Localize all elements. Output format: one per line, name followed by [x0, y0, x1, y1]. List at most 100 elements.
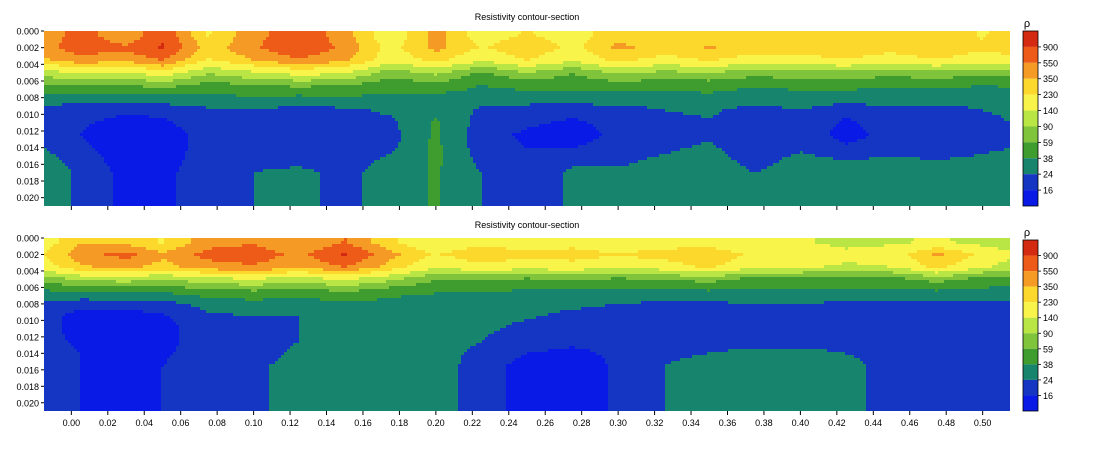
contour-cell	[317, 61, 320, 64]
contour-cell	[326, 67, 329, 70]
contour-cell	[962, 37, 965, 40]
contour-cell	[1004, 55, 1007, 58]
contour-cell	[944, 37, 947, 40]
contour-cell	[398, 46, 401, 49]
contour-cell	[65, 40, 68, 43]
contour-cell	[146, 52, 149, 55]
contour-cell	[62, 40, 65, 43]
contour-cell	[122, 67, 125, 70]
contour-cell	[500, 52, 503, 55]
contour-cell	[434, 76, 437, 79]
contour-cell	[221, 43, 224, 46]
contour-cell	[215, 55, 218, 58]
contour-cell	[578, 40, 581, 43]
contour-cell	[719, 73, 722, 76]
contour-cell	[47, 34, 50, 37]
contour-cell	[854, 46, 857, 49]
contour-cell	[851, 55, 854, 58]
contour-cell	[662, 37, 665, 40]
contour-cell	[506, 61, 509, 64]
contour-cell	[842, 34, 845, 37]
contour-cell	[710, 55, 713, 58]
contour-cell	[200, 43, 203, 46]
contour-cell	[110, 58, 113, 61]
contour-cell	[680, 46, 683, 49]
contour-cell	[968, 64, 971, 67]
contour-cell	[899, 67, 902, 70]
contour-cell	[221, 31, 224, 34]
contour-cell	[473, 31, 476, 34]
contour-cell	[521, 34, 524, 37]
contour-cell	[629, 37, 632, 40]
contour-cell	[818, 61, 821, 64]
contour-cell	[725, 73, 728, 76]
contour-cell	[908, 61, 911, 64]
contour-cell	[47, 73, 50, 76]
contour-cell	[932, 55, 935, 58]
contour-cell	[263, 37, 266, 40]
contour-cell	[977, 70, 980, 73]
contour-cell	[524, 70, 527, 73]
contour-cell	[935, 61, 938, 64]
contour-cell	[917, 49, 920, 52]
contour-cell	[893, 61, 896, 64]
contour-cell	[341, 43, 344, 46]
contour-cell	[638, 31, 641, 34]
contour-cell	[704, 46, 707, 49]
contour-cell	[368, 46, 371, 49]
contour-cell	[1007, 58, 1010, 61]
contour-cell	[566, 46, 569, 49]
contour-cell	[308, 73, 311, 76]
contour-cell	[869, 55, 872, 58]
contour-cell	[491, 49, 494, 52]
contour-cell	[578, 34, 581, 37]
contour-cell	[449, 73, 452, 76]
contour-cell	[515, 58, 518, 61]
contour-cell	[644, 52, 647, 55]
contour-cell	[287, 55, 290, 58]
contour-cell	[689, 40, 692, 43]
contour-cell	[161, 70, 164, 73]
contour-cell	[734, 55, 737, 58]
contour-cell	[611, 70, 614, 73]
contour-cell	[653, 70, 656, 73]
contour-cell	[845, 34, 848, 37]
contour-cell	[833, 46, 836, 49]
contour-cell	[527, 37, 530, 40]
contour-cell	[851, 49, 854, 52]
contour-cell	[275, 43, 278, 46]
contour-cell	[377, 46, 380, 49]
contour-cell	[416, 61, 419, 64]
contour-cell	[869, 49, 872, 52]
contour-cell	[839, 49, 842, 52]
contour-cell	[578, 64, 581, 67]
contour-cell	[473, 55, 476, 58]
contour-cell	[527, 64, 530, 67]
contour-cell	[356, 76, 359, 79]
contour-cell	[143, 31, 146, 34]
contour-cell	[86, 55, 89, 58]
contour-cell	[581, 67, 584, 70]
contour-cell	[995, 31, 998, 34]
contour-cell	[107, 31, 110, 34]
contour-cell	[146, 76, 149, 79]
contour-cell	[281, 58, 284, 61]
contour-cell	[563, 46, 566, 49]
contour-cell	[335, 64, 338, 67]
contour-cell	[608, 52, 611, 55]
contour-cell	[275, 37, 278, 40]
contour-cell	[710, 37, 713, 40]
contour-cell	[908, 31, 911, 34]
contour-cell	[719, 52, 722, 55]
contour-cell	[560, 67, 563, 70]
contour-cell	[878, 40, 881, 43]
contour-cell	[857, 55, 860, 58]
contour-cell	[977, 61, 980, 64]
contour-cell	[449, 52, 452, 55]
contour-cell	[746, 64, 749, 67]
contour-cell	[404, 64, 407, 67]
contour-cell	[758, 37, 761, 40]
contour-cell	[563, 58, 566, 61]
contour-cell	[374, 58, 377, 61]
contour-cell	[467, 67, 470, 70]
